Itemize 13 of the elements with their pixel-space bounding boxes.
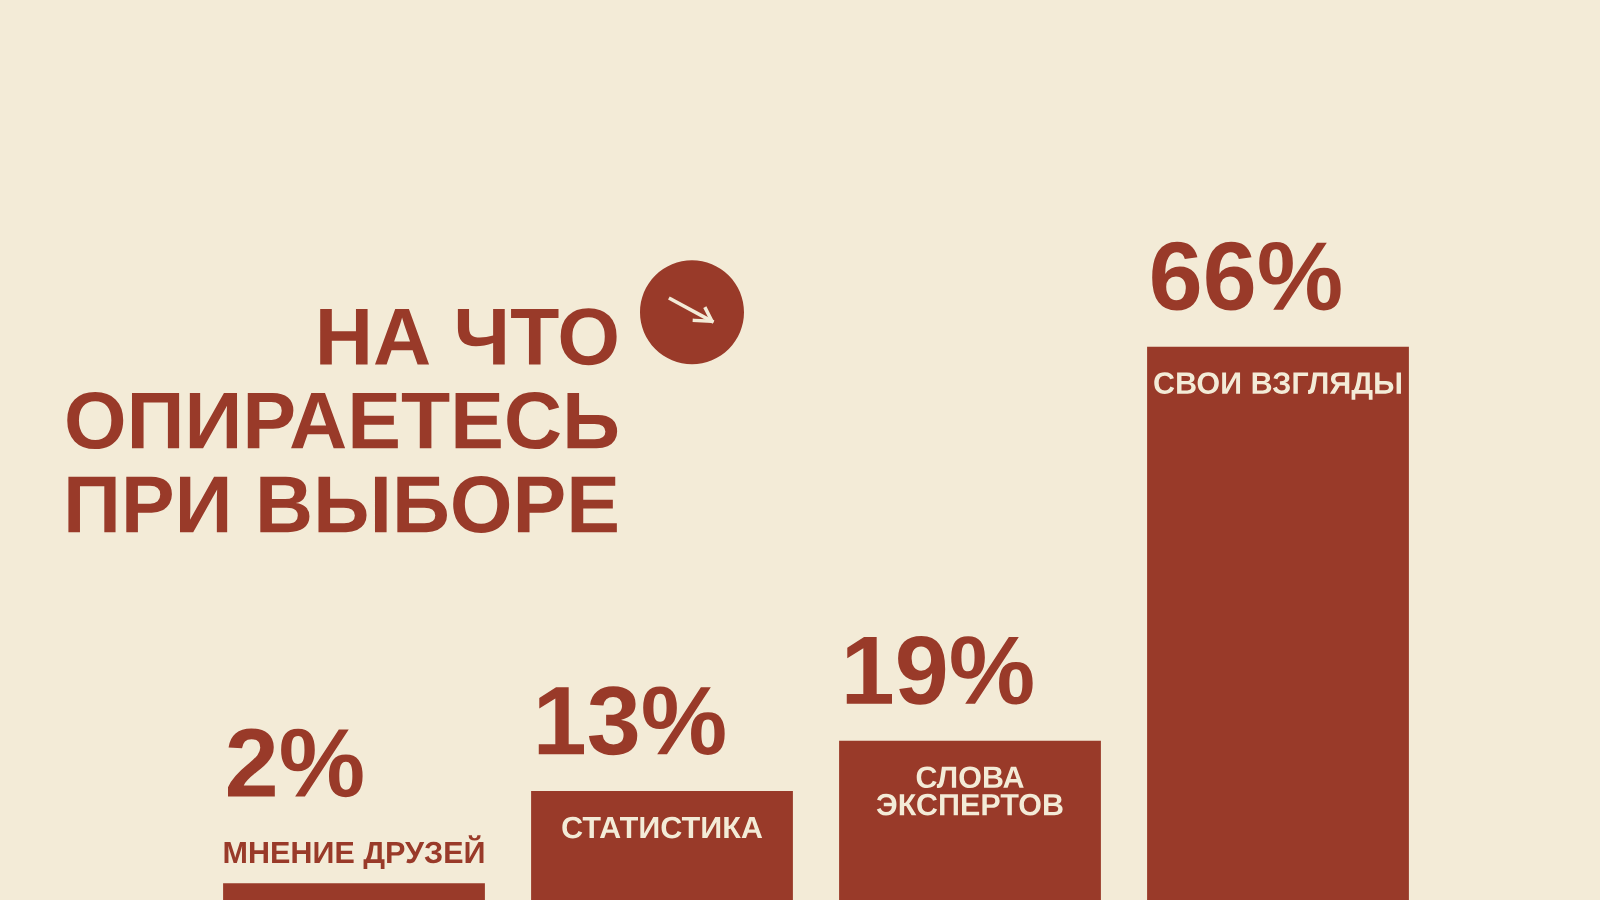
x-tick-label: СВОИ ВЗГЛЯДЫ [1154,372,1401,400]
data-label: 66% [1152,241,1341,311]
bar [1147,346,1409,900]
data-label: 19% [846,635,1033,705]
bar [839,740,1101,900]
x-tick-label: СТАТИСТИКА [562,816,763,839]
chart-title: НА ЧТО ОПИРАЕТЕСЬ ПРИ ВЫБОРЕ [67,308,618,533]
bar [223,883,485,900]
data-label: 13% [538,686,725,756]
bar [531,790,793,900]
data-label: 2% [228,728,363,798]
x-tick-label: МНЕНИЕ ДРУЗЕЙ [224,835,484,870]
x-tick-label: СЛОВА ЭКСПЕРТОВ [876,766,1063,816]
